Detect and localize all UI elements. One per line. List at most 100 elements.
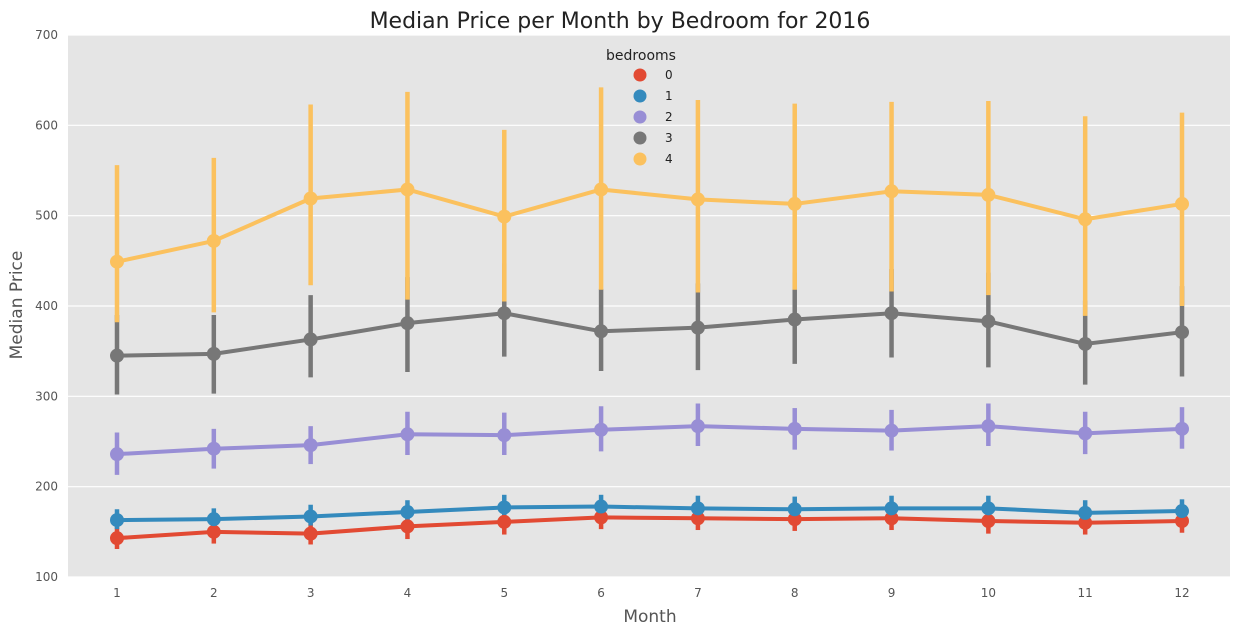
- x-tick-label: 3: [307, 586, 315, 600]
- legend-label: 0: [665, 68, 673, 82]
- data-point: [690, 192, 705, 207]
- x-axis-label: Month: [623, 607, 676, 627]
- x-tick-label: 10: [981, 586, 996, 600]
- data-point: [400, 427, 415, 442]
- y-tick-label: 700: [35, 28, 58, 42]
- series-line-1: [115, 504, 1184, 523]
- data-point: [594, 510, 609, 525]
- data-point: [497, 514, 512, 529]
- legend-marker: [633, 131, 647, 145]
- data-point: [787, 196, 802, 211]
- data-point: [884, 306, 899, 321]
- series-line-2: [115, 424, 1184, 457]
- legend-marker: [633, 152, 647, 166]
- legend-label: 1: [665, 89, 673, 103]
- data-point: [110, 531, 124, 546]
- data-point: [787, 512, 802, 527]
- data-point: [110, 513, 124, 528]
- data-point: [303, 438, 318, 453]
- x-tick-label: 6: [597, 586, 605, 600]
- data-point: [1078, 426, 1093, 441]
- series-lines: [115, 187, 1184, 541]
- data-point: [303, 526, 318, 541]
- x-tick-label: 12: [1174, 586, 1189, 600]
- data-point: [884, 184, 899, 199]
- data-point: [1078, 212, 1093, 227]
- data-point: [206, 524, 221, 539]
- series-line-0: [115, 515, 1184, 541]
- chart-title: Median Price per Month by Bedroom for 20…: [370, 9, 871, 34]
- data-point: [497, 209, 512, 224]
- x-tick-label: 5: [500, 586, 508, 600]
- legend-title: bedrooms: [606, 48, 676, 64]
- y-tick-label: 400: [35, 299, 58, 313]
- data-point: [981, 501, 996, 516]
- legend: bedrooms 0 1 2 3 4: [606, 48, 676, 166]
- data-point: [787, 312, 802, 327]
- series-points: [110, 182, 1189, 546]
- x-tick-label: 8: [791, 586, 799, 600]
- data-point: [787, 502, 802, 517]
- data-point: [497, 500, 512, 515]
- data-point: [206, 346, 221, 361]
- legend-marker: [633, 110, 647, 124]
- legend-label: 3: [665, 131, 673, 145]
- data-point: [884, 501, 899, 516]
- data-point: [1175, 421, 1189, 436]
- series-line-3: [115, 311, 1184, 358]
- y-tick-label: 300: [35, 389, 58, 403]
- x-tick-label: 2: [210, 586, 218, 600]
- data-point: [1175, 513, 1189, 528]
- y-tick-label: 500: [35, 209, 58, 223]
- data-point: [690, 320, 705, 335]
- data-point: [690, 501, 705, 516]
- data-point: [1175, 325, 1189, 340]
- data-point: [303, 509, 318, 524]
- data-point: [400, 504, 415, 519]
- data-point: [303, 332, 318, 347]
- data-point: [400, 182, 415, 197]
- legend-label: 2: [665, 110, 673, 124]
- legend-label: 4: [665, 152, 673, 166]
- data-point: [981, 187, 996, 202]
- data-point: [884, 511, 899, 526]
- legend-marker: [633, 89, 647, 103]
- data-point: [110, 348, 124, 363]
- x-tick-label: 9: [888, 586, 896, 600]
- data-point: [110, 254, 124, 269]
- data-point: [690, 511, 705, 526]
- data-point: [594, 182, 609, 197]
- data-point: [787, 421, 802, 436]
- data-point: [206, 233, 221, 248]
- grid-lines: [68, 34, 1230, 578]
- data-point: [981, 314, 996, 329]
- data-point: [594, 324, 609, 339]
- data-point: [400, 316, 415, 331]
- y-tick-label: 100: [35, 570, 58, 584]
- data-point: [594, 422, 609, 437]
- data-point: [206, 512, 221, 527]
- x-tick-label: 4: [404, 586, 412, 600]
- x-tick-label: 1: [113, 586, 121, 600]
- data-point: [690, 419, 705, 434]
- legend-marker: [633, 68, 647, 82]
- data-point: [400, 519, 415, 534]
- data-point: [1078, 515, 1093, 530]
- data-point: [206, 441, 221, 456]
- data-point: [981, 513, 996, 528]
- data-point: [497, 428, 512, 443]
- y-tick-label: 600: [35, 118, 58, 132]
- series-line-4: [115, 187, 1184, 264]
- data-point: [497, 306, 512, 321]
- data-point: [1078, 505, 1093, 520]
- y-axis-label: Median Price: [7, 251, 27, 360]
- x-tick-label: 7: [694, 586, 702, 600]
- data-point: [110, 447, 124, 462]
- data-point: [981, 419, 996, 434]
- data-point: [1078, 336, 1093, 351]
- data-point: [303, 191, 318, 206]
- x-tick-label: 11: [1078, 586, 1093, 600]
